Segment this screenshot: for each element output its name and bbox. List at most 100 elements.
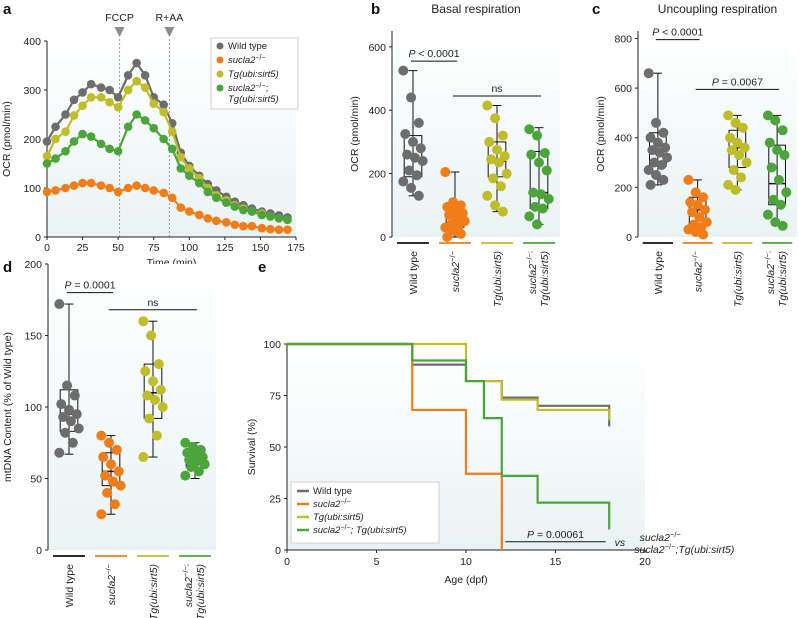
legend-entry-line2: Tg(ubi:sirt5)	[228, 94, 279, 105]
data-point	[408, 136, 418, 147]
data-point	[221, 198, 231, 207]
y-tick-label: 200	[614, 182, 632, 194]
data-point	[726, 145, 737, 156]
data-point	[683, 174, 694, 185]
data-point	[444, 209, 455, 220]
data-point	[140, 71, 150, 80]
data-point	[67, 437, 78, 448]
data-point	[61, 110, 70, 119]
data-point	[86, 178, 96, 188]
data-point	[257, 223, 267, 233]
data-point	[140, 116, 150, 125]
data-point	[167, 127, 177, 136]
data-point	[442, 201, 453, 212]
y-tick-label: 25	[269, 494, 281, 506]
data-point	[413, 190, 424, 201]
data-point	[723, 179, 734, 190]
data-point	[484, 136, 495, 147]
data-point	[86, 93, 96, 102]
data-point	[455, 228, 466, 239]
x-tick-label-line2: Tg(ubi:sirt5)	[539, 251, 551, 307]
x-tick-label: sucla2−/−	[448, 250, 462, 292]
x-tick-label: Tg(ubi:sirt5)	[732, 251, 744, 307]
data-point	[398, 176, 409, 187]
x-tick-label: 25	[77, 242, 89, 254]
data-point	[230, 202, 240, 211]
data-point	[96, 93, 106, 102]
data-point	[221, 218, 231, 227]
data-point	[643, 164, 654, 175]
data-point	[775, 199, 786, 210]
data-point	[113, 466, 124, 477]
data-point	[60, 427, 71, 438]
panel-d: d 0 50 100 150 200 mtDNA Content (% of Wild ty…	[2, 259, 216, 618]
y-tick-label: 600	[368, 42, 386, 54]
data-point	[159, 107, 168, 117]
y-tick-label: 0	[626, 232, 632, 244]
y-axis-label: OCR (pmol/min)	[595, 96, 607, 172]
data-point	[406, 92, 417, 103]
significance-label: P = 0.0001	[64, 280, 115, 292]
data-point	[100, 470, 111, 481]
data-point	[773, 174, 784, 185]
data-point	[148, 376, 158, 387]
y-axis-label: Survival (%)	[246, 419, 258, 476]
data-point	[495, 181, 506, 192]
y-tick-label: 0	[36, 545, 42, 557]
data-point	[54, 299, 65, 310]
data-point	[257, 210, 267, 220]
x-tick-label: sucla2−/−;	[763, 251, 777, 294]
data-point	[687, 207, 698, 218]
data-point	[777, 125, 788, 136]
data-point	[770, 115, 781, 126]
data-point	[440, 167, 451, 178]
legend-entry: Tg(ubi:sirt5)	[313, 512, 364, 523]
x-tick-label: 75	[148, 242, 160, 254]
x-tick-label: 50	[112, 242, 124, 254]
data-point	[113, 187, 123, 197]
data-point	[155, 384, 166, 395]
data-point	[96, 139, 106, 149]
data-point	[741, 157, 752, 168]
data-point	[734, 150, 745, 161]
x-tick-label-line2: Tg(ubi:sirt5)	[195, 564, 207, 618]
data-point	[180, 437, 191, 448]
data-point	[440, 222, 451, 233]
data-point	[142, 390, 153, 401]
legend-box	[290, 481, 440, 544]
data-point	[104, 437, 115, 448]
data-point	[86, 132, 96, 141]
panel-label-c: c	[592, 1, 600, 18]
x-tick-label: 100	[181, 242, 199, 254]
data-point	[78, 178, 87, 188]
data-point	[239, 221, 248, 231]
series-line	[46, 61, 288, 219]
data-point	[184, 164, 194, 173]
data-point	[123, 85, 133, 95]
data-point	[482, 100, 493, 111]
data-point	[96, 509, 107, 520]
data-point	[123, 71, 133, 80]
vs-label: vs	[615, 537, 626, 549]
chart-title: Uncoupling respiration	[658, 2, 777, 16]
data-point	[159, 188, 168, 198]
data-point	[96, 430, 107, 441]
data-point	[247, 207, 257, 216]
data-point	[694, 212, 705, 223]
data-point	[766, 162, 777, 173]
data-point	[203, 187, 213, 197]
data-point	[698, 192, 709, 203]
data-point	[159, 100, 168, 109]
y-tick-label: 100	[23, 183, 41, 195]
data-point	[730, 117, 741, 128]
data-point	[652, 137, 663, 148]
data-point	[739, 142, 750, 153]
data-point	[62, 380, 73, 391]
data-point	[42, 151, 52, 161]
data-point	[151, 430, 162, 441]
x-tick-label: 20	[639, 556, 651, 568]
data-point	[732, 137, 743, 148]
data-point	[78, 88, 87, 97]
data-point	[654, 147, 665, 158]
